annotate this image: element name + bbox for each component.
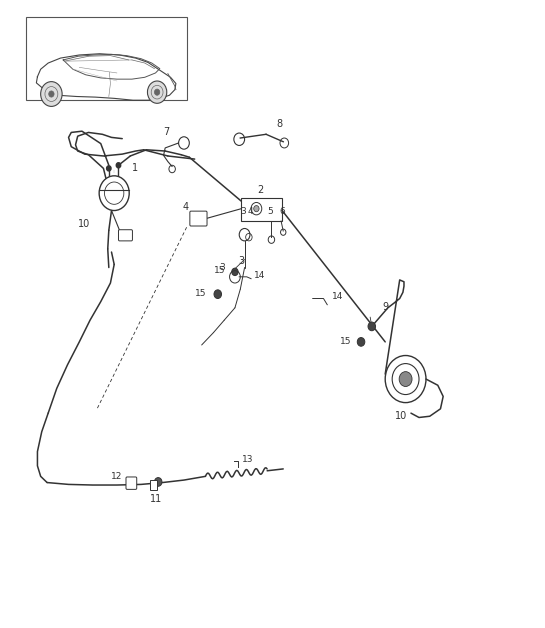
Circle shape	[358, 337, 365, 346]
Circle shape	[116, 163, 120, 168]
Text: 5: 5	[267, 207, 273, 215]
Text: 14: 14	[255, 271, 265, 280]
Circle shape	[148, 81, 167, 104]
FancyBboxPatch shape	[126, 477, 137, 489]
Text: 15: 15	[340, 337, 351, 347]
Text: 6: 6	[279, 207, 284, 215]
Bar	[150, 480, 157, 490]
Text: 15: 15	[214, 266, 225, 275]
Circle shape	[49, 91, 54, 97]
Text: 10: 10	[395, 411, 408, 421]
Circle shape	[99, 176, 129, 210]
Circle shape	[41, 82, 62, 106]
Text: 1: 1	[132, 163, 138, 173]
Bar	[241, 197, 282, 221]
Text: 8: 8	[277, 119, 283, 129]
Text: 12: 12	[111, 472, 122, 481]
Text: 4: 4	[248, 207, 253, 215]
Text: 2: 2	[258, 185, 264, 195]
Circle shape	[232, 268, 238, 276]
Text: 10: 10	[78, 219, 90, 229]
Text: 14: 14	[331, 291, 343, 301]
Circle shape	[154, 477, 162, 486]
Text: 4: 4	[183, 202, 189, 212]
Text: 11: 11	[150, 494, 162, 504]
Circle shape	[107, 166, 111, 171]
Text: 3: 3	[240, 207, 246, 215]
Text: 7: 7	[164, 127, 170, 137]
Circle shape	[254, 205, 259, 212]
Text: 15: 15	[195, 289, 207, 298]
FancyBboxPatch shape	[190, 211, 207, 226]
Circle shape	[368, 322, 376, 331]
Text: 9: 9	[383, 301, 389, 311]
Text: 13: 13	[242, 455, 253, 463]
Circle shape	[214, 290, 221, 298]
Circle shape	[154, 89, 160, 95]
Circle shape	[399, 372, 412, 386]
Text: 3: 3	[219, 263, 225, 272]
FancyBboxPatch shape	[118, 230, 132, 241]
Bar	[26, 16, 186, 100]
Text: 3: 3	[238, 256, 244, 266]
